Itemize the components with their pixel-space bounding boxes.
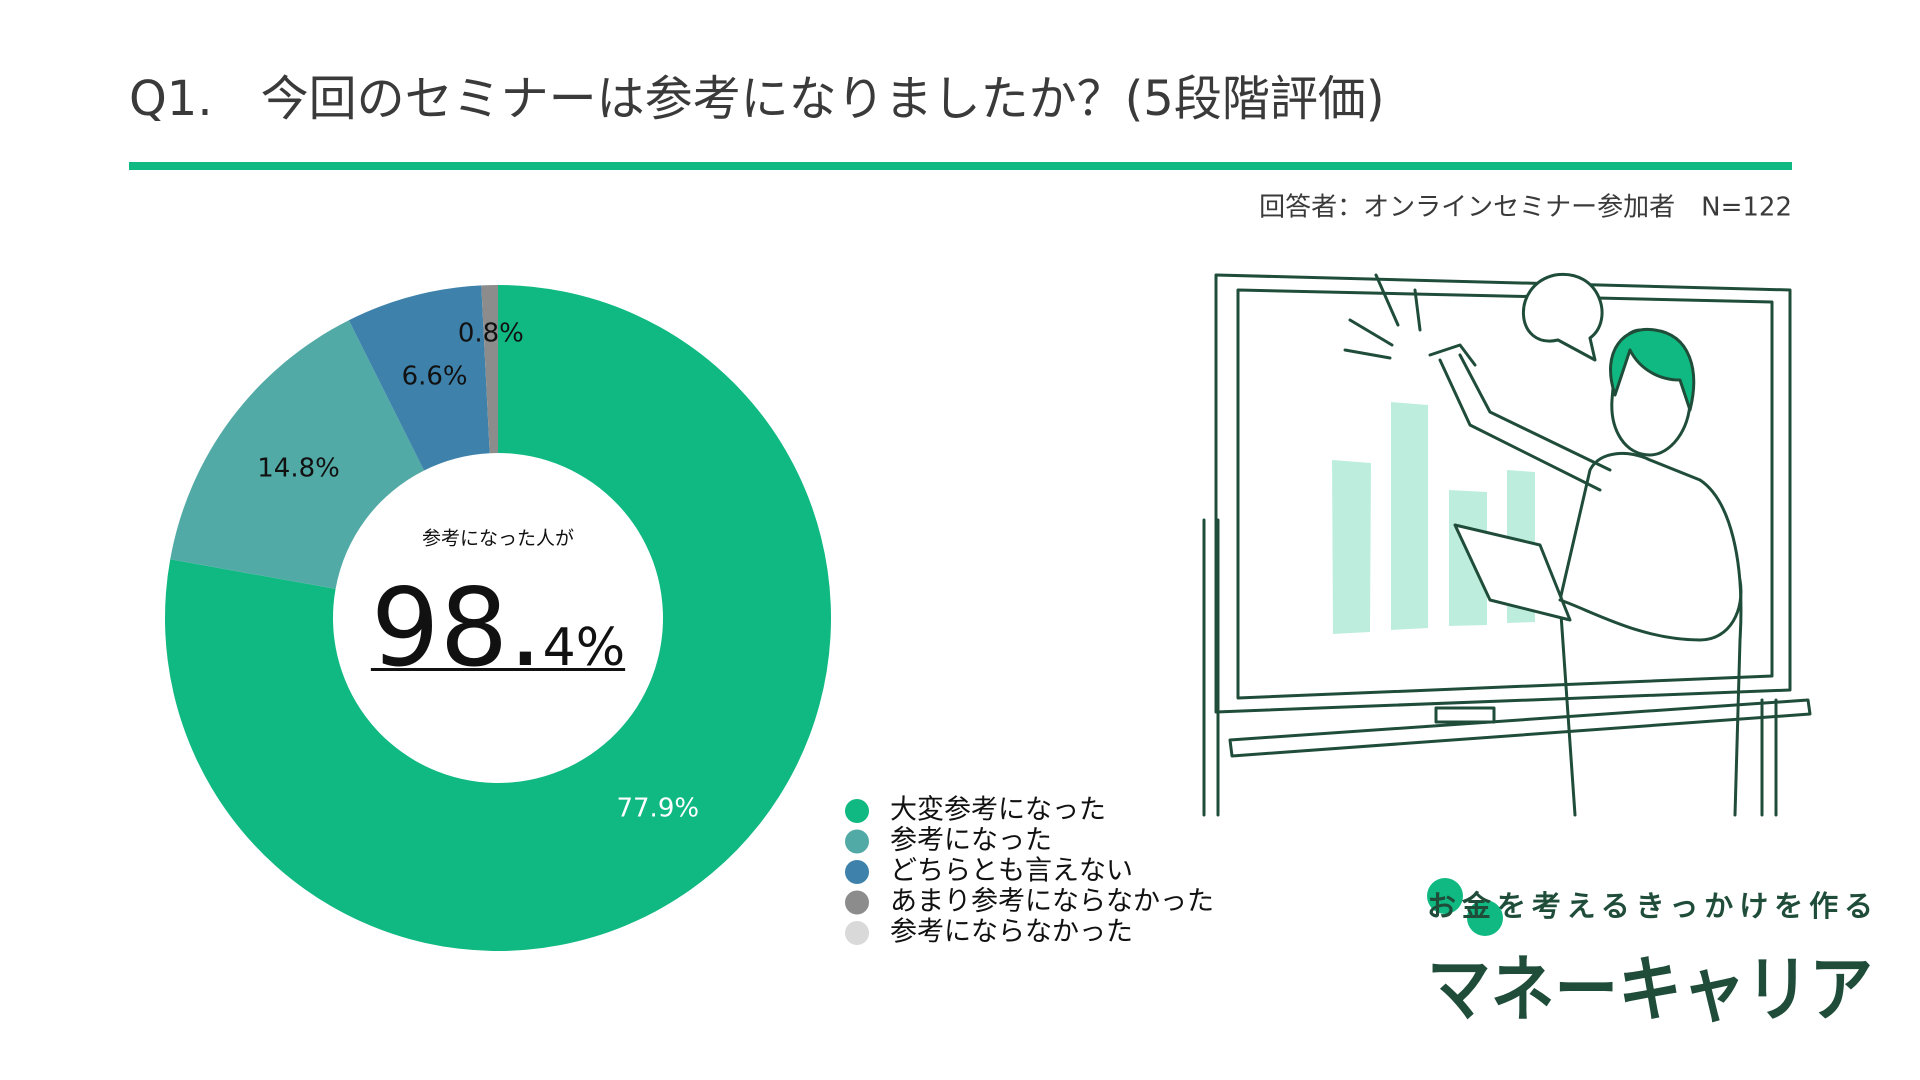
legend-label: 参考になった: [890, 825, 1052, 856]
illustration: [1202, 272, 1812, 817]
data-label: 0.8%: [458, 319, 524, 349]
legend-marker: [845, 890, 869, 915]
legend-label: 参考にならなかった: [890, 917, 1133, 948]
logo-dot: [1427, 878, 1463, 914]
title-rule: [129, 162, 1792, 170]
center-caption: 参考になった人が: [422, 528, 574, 550]
data-label: 14.8%: [257, 453, 340, 483]
logo-tagline: お金を考えるきっかけを作る: [1427, 889, 1873, 923]
data-label: 6.6%: [402, 362, 468, 392]
legend-marker: [845, 799, 869, 823]
title: Q1. 今回のセミナーは参考になりましたか？(5段階評価): [129, 71, 1385, 127]
logo-name: マネーキャリア: [1427, 948, 1873, 1032]
donut-slice: [170, 320, 425, 589]
donut-slice: [164, 285, 832, 952]
center-underline: [370, 668, 626, 671]
legend-marker: [845, 921, 869, 945]
legend-label: あまり参考にならなかった: [890, 886, 1214, 917]
center-value: 98.4%: [371, 566, 625, 691]
donut-slice: [348, 285, 490, 471]
center-value-major: 98.: [371, 566, 543, 691]
legend-marker: [845, 829, 869, 854]
logo-dot: [1467, 900, 1503, 936]
legend-label: どちらとも言えない: [890, 856, 1133, 887]
logo: お金を考えるきっかけを作る マネーキャリア: [1427, 878, 1873, 1032]
subtitle: 回答者：オンラインセミナー参加者 N=122: [1259, 193, 1792, 223]
donut-slice: [481, 285, 498, 454]
data-label: 77.9%: [616, 793, 699, 823]
legend-marker: [845, 860, 869, 884]
legend-label: 大変参考になった: [890, 795, 1106, 826]
